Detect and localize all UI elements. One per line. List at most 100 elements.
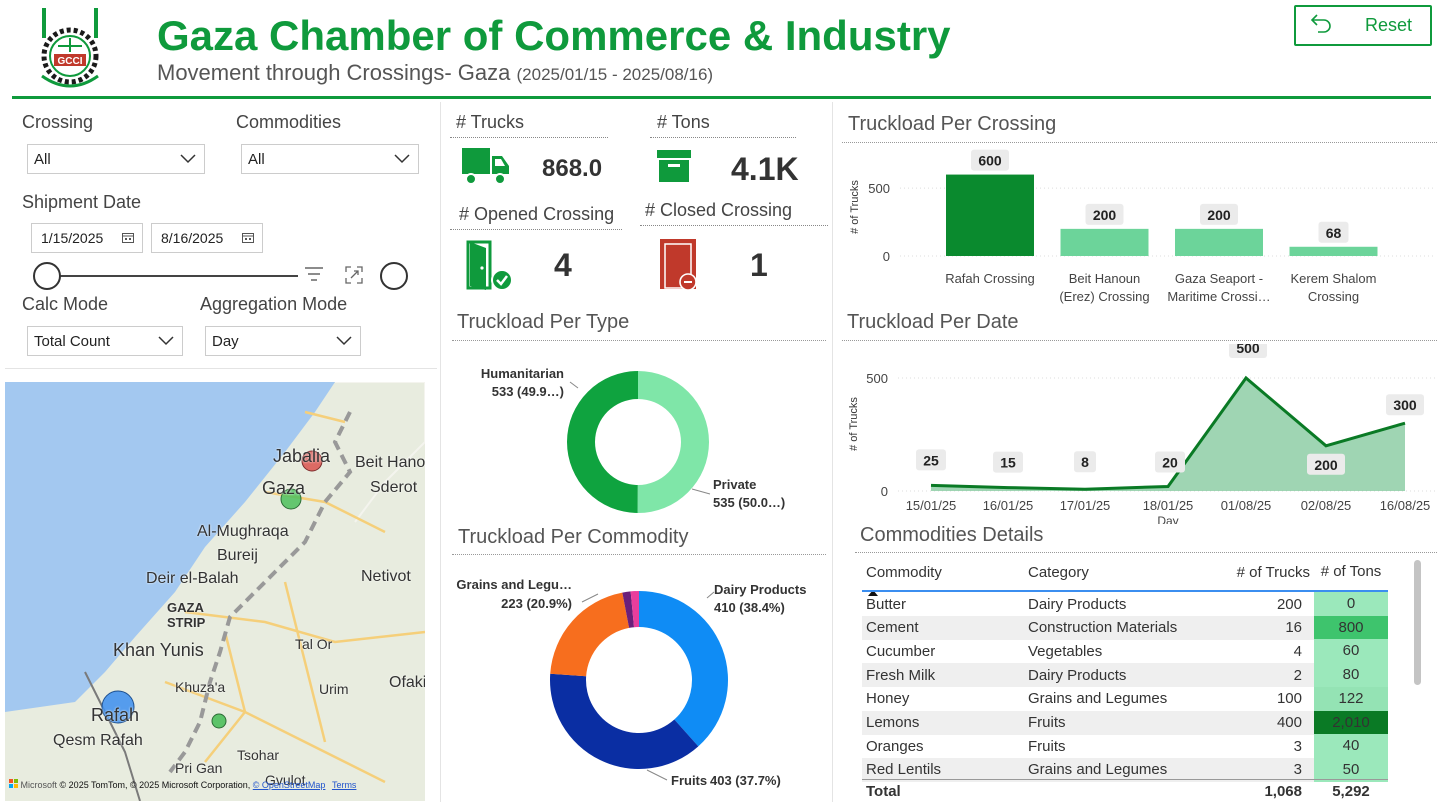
- column-header-commodity[interactable]: Commodity: [862, 564, 1028, 596]
- donut-slice: [622, 591, 635, 628]
- point-value-label-bg: [1155, 451, 1185, 473]
- table-row[interactable]: Honey Grains and Legumes 100 122: [862, 686, 1388, 711]
- column-header-category[interactable]: Category: [1028, 563, 1089, 581]
- total-trucks: 1,068: [1264, 783, 1302, 800]
- cell-commodity: Red Lentils: [866, 761, 942, 779]
- map-label: Al-Mughraqa: [197, 523, 289, 540]
- tons-kpi-value: 4.1K: [731, 151, 799, 187]
- table-row[interactable]: Butter Dairy Products 200 0: [862, 592, 1388, 616]
- slice-value-label: 535 (50.0…): [713, 495, 785, 510]
- bar: [1175, 228, 1263, 256]
- map-label: Bureij: [217, 547, 258, 564]
- point-value-label: 300: [1393, 397, 1417, 413]
- map-label: Qesm Rafah: [53, 732, 143, 749]
- svg-text:GCCI: GCCI: [58, 56, 83, 67]
- crossing-label: Crossing: [22, 112, 94, 132]
- table-row[interactable]: Cement Construction Materials 16 800: [862, 615, 1388, 640]
- cell-trucks: 16: [1285, 619, 1302, 637]
- chevron-down-icon: [180, 151, 196, 168]
- point-value-label-bg: [1386, 394, 1424, 416]
- table-row[interactable]: Lemons Fruits 400 2,010: [862, 710, 1388, 735]
- bar-value-label-bg: [1318, 221, 1349, 243]
- y-tick-label: 500: [866, 371, 888, 386]
- calendar-icon: [242, 230, 254, 246]
- end-date-value: 8/16/2025: [161, 230, 224, 246]
- cell-trucks: 200: [1276, 595, 1302, 613]
- slice-name-label: Humanitarian: [481, 366, 564, 381]
- cell-tons: 60: [1314, 639, 1388, 664]
- table-row[interactable]: Cucumber Vegetables 4 60: [862, 639, 1388, 664]
- filter-icon[interactable]: [304, 266, 324, 287]
- point-value-label: 15: [1000, 455, 1016, 471]
- chevron-down-icon: [394, 151, 410, 168]
- table-scrollbar[interactable]: [1414, 560, 1421, 685]
- leader-line: [569, 381, 579, 389]
- map-label: GAZA: [167, 600, 204, 615]
- cell-trucks: 4: [1293, 642, 1302, 660]
- commodities-dropdown[interactable]: All: [241, 144, 419, 174]
- cell-tons: 122: [1314, 686, 1388, 711]
- x-tick-label: 16/08/25: [1380, 498, 1431, 513]
- gcci-logo: GCCI: [28, 6, 108, 92]
- donut-slice: [567, 371, 638, 513]
- bar: [946, 174, 1034, 256]
- map-label: Khan Yunis: [113, 640, 204, 660]
- slice-name-label: Dairy Products: [714, 582, 806, 597]
- undo-icon: [1310, 12, 1334, 39]
- slice-name-label: Grains and Legu…: [456, 577, 572, 592]
- slider-end-handle[interactable]: [380, 262, 408, 290]
- end-date-input[interactable]: 8/16/2025: [151, 223, 263, 253]
- slice-value-label: 410 (38.4%): [714, 600, 785, 615]
- map-label: Ofakim: [389, 674, 425, 691]
- open-door-icon: [466, 240, 513, 297]
- point-value-label: 25: [923, 452, 939, 468]
- map-label: Tsohar: [237, 747, 280, 763]
- column-header-trucks[interactable]: # of Trucks: [1236, 563, 1310, 581]
- cell-tons: 50: [1314, 757, 1388, 782]
- x-axis-label: Day: [1157, 514, 1178, 524]
- cell-tons: 0: [1314, 592, 1388, 616]
- kpi-underline: [450, 137, 608, 138]
- cell-tons: 800: [1314, 615, 1388, 640]
- cell-trucks: 3: [1293, 761, 1302, 779]
- cell-tons: 2,010: [1314, 710, 1388, 735]
- crossing-dropdown[interactable]: All: [27, 144, 205, 174]
- cell-category: Vegetables: [1028, 642, 1103, 660]
- cell-trucks: 400: [1276, 714, 1302, 731]
- column-divider: [832, 102, 833, 802]
- section-underline: [842, 340, 1437, 341]
- osm-link[interactable]: © OpenStreetMap: [252, 780, 326, 790]
- cell-category: Construction Materials: [1028, 619, 1178, 637]
- x-category-label: (Erez) Crossing: [1059, 289, 1149, 304]
- aggregation-mode-dropdown[interactable]: Day: [205, 326, 361, 356]
- map-label: Pri Gan: [175, 760, 223, 776]
- x-tick-label: 15/01/25: [906, 498, 957, 513]
- start-date-input[interactable]: 1/15/2025: [31, 223, 143, 253]
- map-label: Urim: [319, 681, 349, 697]
- table-row[interactable]: Red Lentils Grains and Legumes 3 50: [862, 757, 1388, 782]
- reset-button[interactable]: Reset: [1294, 5, 1432, 46]
- cell-commodity: Oranges: [866, 737, 924, 755]
- donut-slice: [630, 591, 639, 628]
- calendar-icon: [122, 230, 134, 246]
- commodities-label: Commodities: [236, 112, 342, 132]
- bar-value-label-bg: [971, 149, 1009, 171]
- x-category-label: Rafah Crossing: [945, 271, 1035, 286]
- bar-value-label: 200: [1093, 207, 1117, 223]
- column-header-tons[interactable]: # of Tons: [1320, 563, 1382, 580]
- table-row[interactable]: Fresh Milk Dairy Products 2 80: [862, 663, 1388, 688]
- truckload-per-date-title: Truckload Per Date: [847, 311, 1019, 333]
- focus-mode-icon[interactable]: [344, 265, 364, 290]
- x-category-label: Kerem Shalom: [1291, 271, 1377, 286]
- terms-link[interactable]: Terms: [331, 780, 357, 790]
- date-slider-track[interactable]: [48, 275, 298, 277]
- calc-mode-dropdown[interactable]: Total Count: [27, 326, 183, 356]
- x-tick-label: 17/01/25: [1060, 498, 1111, 513]
- table-row[interactable]: Oranges Fruits 3 40: [862, 734, 1388, 759]
- map-label: Deir el-Balah: [146, 570, 239, 587]
- start-date-value: 1/15/2025: [41, 230, 104, 246]
- crossings-map[interactable]: Jabalia Beit Hanoun Sderot Gaza Al-Mughr…: [5, 382, 425, 801]
- map-copyright: © 2025 TomTom, © 2025 Microsoft Corporat…: [59, 780, 251, 790]
- cell-category: Dairy Products: [1028, 666, 1127, 684]
- slider-start-handle[interactable]: [33, 262, 61, 290]
